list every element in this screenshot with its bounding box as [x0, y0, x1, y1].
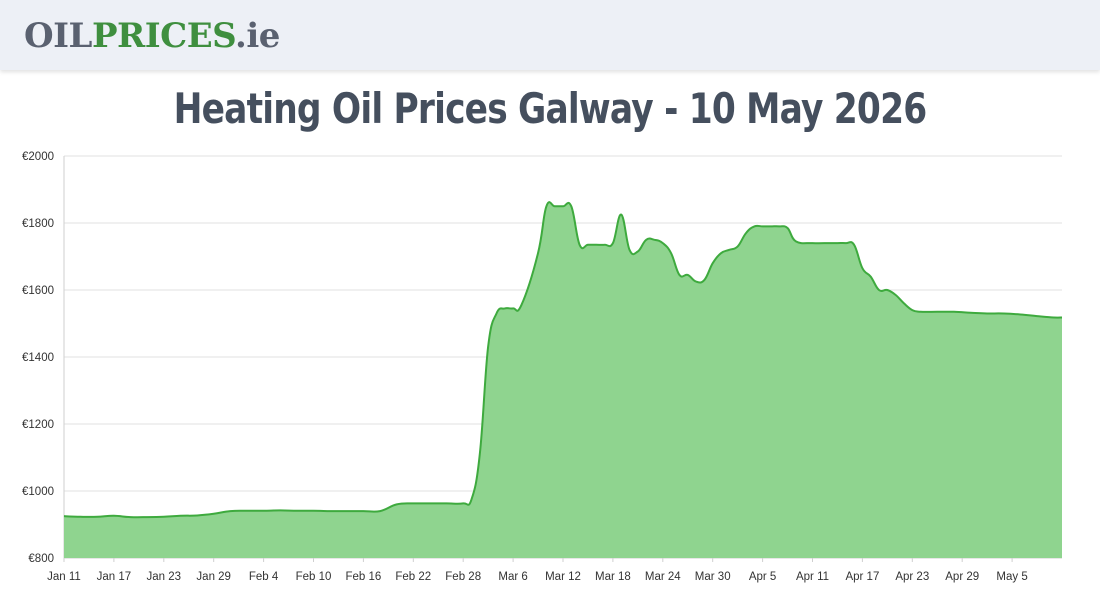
y-tick-label: €2000	[22, 151, 54, 163]
y-tick-label: €800	[28, 553, 54, 565]
x-tick-label: Feb 4	[249, 571, 279, 583]
x-tick-label: Feb 22	[395, 571, 431, 583]
x-tick-label: Apr 23	[895, 571, 929, 583]
price-area-fill	[64, 202, 1062, 558]
y-tick-label: €1800	[22, 218, 54, 230]
logo-text-prices: PRICES	[91, 16, 236, 56]
x-tick-label: Jan 11	[47, 571, 81, 583]
x-tick-label: Mar 12	[545, 571, 581, 583]
price-line	[63, 201, 1063, 519]
page-title: Heating Oil Prices Galway - 10 May 2026	[173, 84, 928, 133]
x-tick-label: Feb 16	[345, 571, 381, 583]
x-tick-label: Jan 17	[97, 571, 132, 583]
x-tick-label: May 5	[996, 571, 1027, 583]
y-tick-label: €1200	[22, 419, 54, 431]
y-tick-label: €1400	[22, 352, 54, 364]
x-tick-label: Apr 5	[749, 571, 777, 583]
x-tick-label: Mar 18	[595, 571, 631, 583]
x-tick-label: Feb 28	[445, 571, 481, 583]
y-tick-label: €1600	[22, 285, 54, 297]
x-tick-label: Apr 17	[845, 571, 879, 583]
logo-text-ie: .ie	[234, 16, 280, 56]
x-tick-label: Mar 30	[695, 571, 731, 583]
x-tick-label: Mar 24	[645, 571, 681, 583]
logo-text-oil: OIL	[24, 16, 92, 56]
x-tick-label: Jan 29	[196, 571, 231, 583]
price-chart: €800 €1000 €1200 €1400 €1600 €1800 €2000 Jan 11…	[22, 151, 1063, 583]
x-tick-label: Apr 11	[796, 571, 829, 583]
site-logo[interactable]: OILPRICES.ie	[24, 16, 280, 56]
x-tick-label: Mar 6	[498, 571, 527, 583]
y-tick-label: €1000	[22, 486, 54, 498]
x-tick-label: Feb 10	[296, 571, 332, 583]
x-tick-label: Jan 23	[147, 571, 182, 583]
x-tick-label: Apr 29	[945, 571, 979, 583]
header-bar: OILPRICES.ie	[0, 0, 1100, 70]
